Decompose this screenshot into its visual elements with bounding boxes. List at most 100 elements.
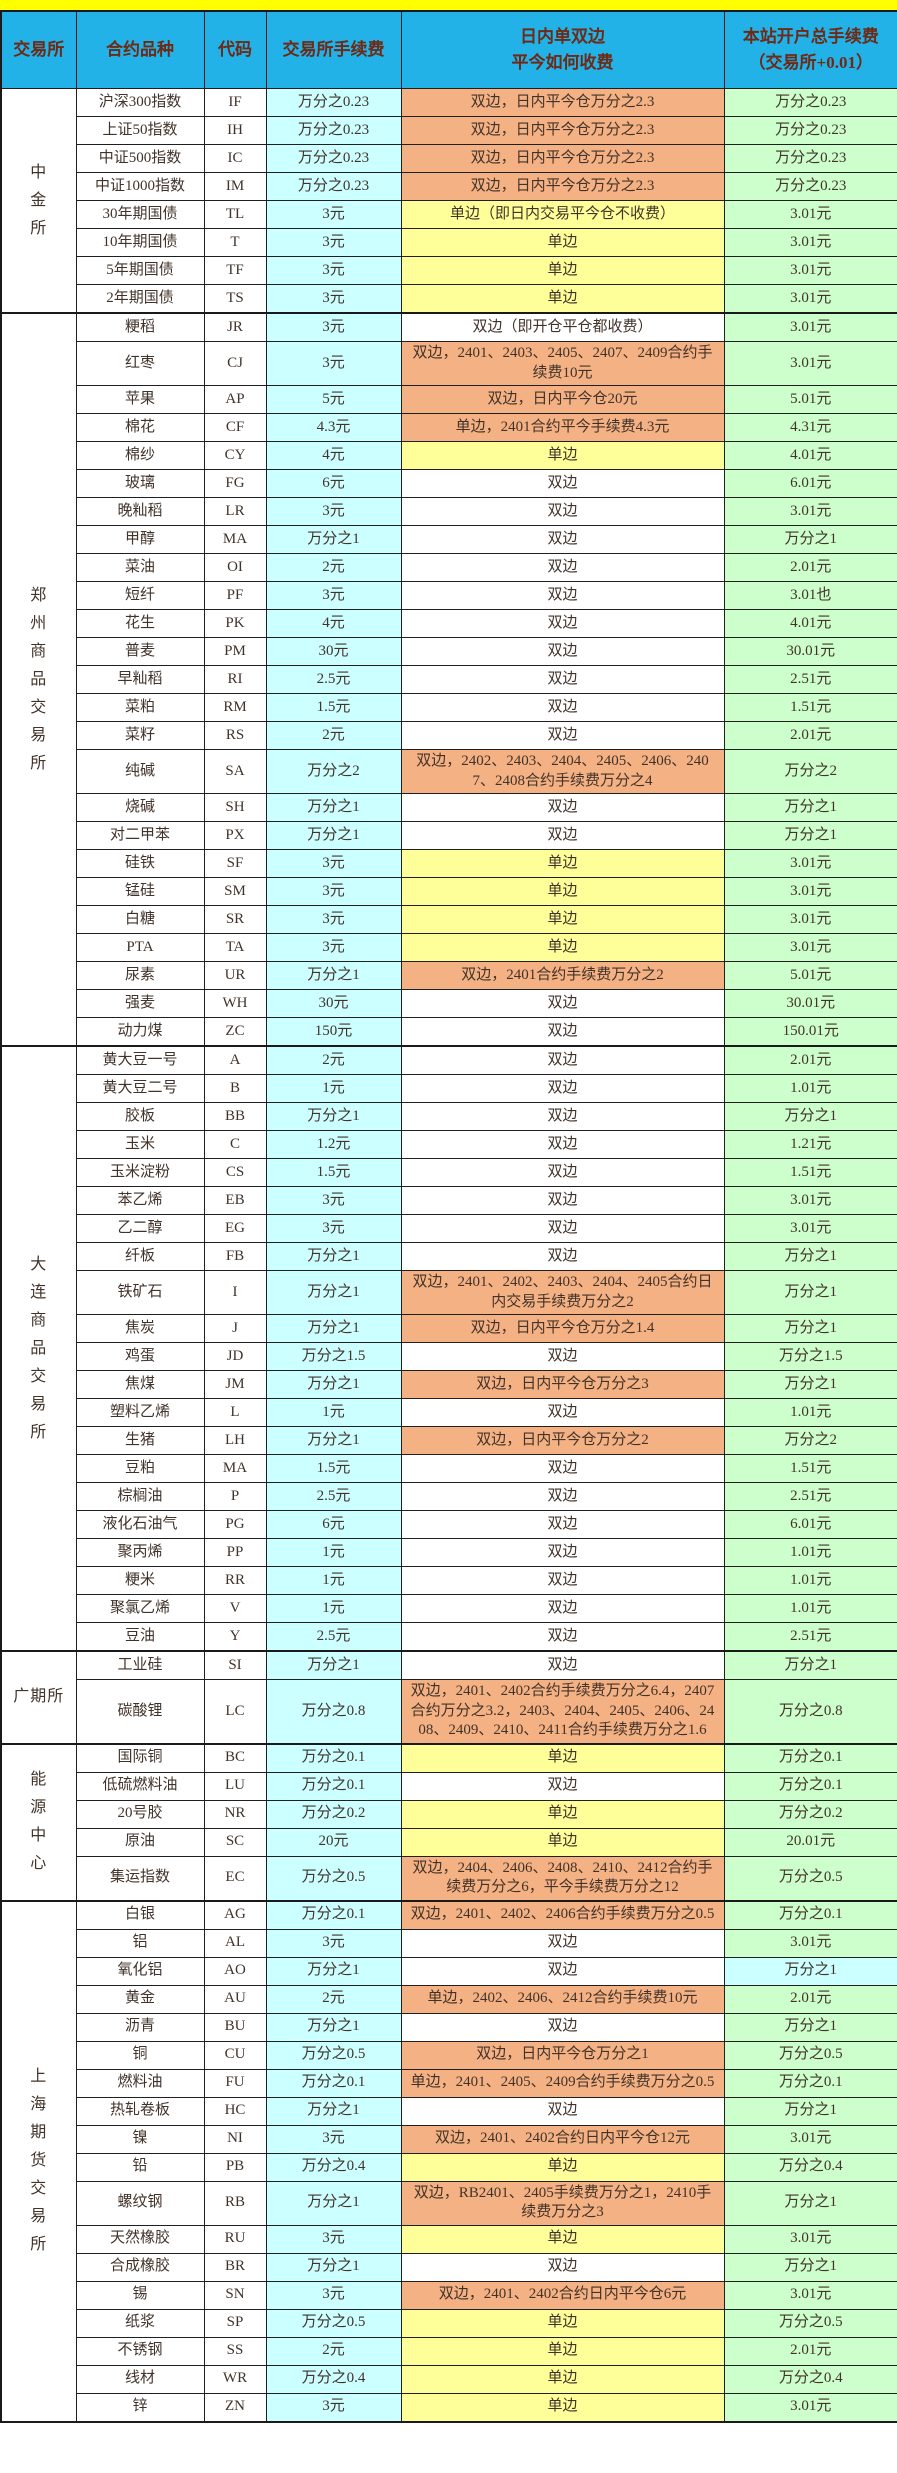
table-row: 能 源 中 心国际铜 BC 万分之0.1 单边 万分之0.1 bbox=[0, 1742, 897, 1901]
table-row: 锰硅 SM 3元 单边 3.01元 bbox=[1, 877, 897, 906]
total-cell: 2.51元 bbox=[723, 665, 897, 694]
total-cell: 4.01元 bbox=[723, 609, 897, 638]
note-cell: 单边 bbox=[400, 2308, 725, 2338]
note-cell: 单边 bbox=[400, 1742, 725, 1773]
total-cell: 万分之1 bbox=[723, 1102, 897, 1131]
table-row: 5年期国债 TF 3元 单边 3.01元 bbox=[1, 256, 897, 285]
note-cell: 双边 bbox=[400, 1214, 725, 1243]
note-cell: 双边，2401、2403、2405、2407、2409合约手续费10元 bbox=[400, 341, 725, 386]
note-cell: 单边 bbox=[400, 256, 725, 285]
code-cell: FG bbox=[203, 469, 267, 498]
table-row: 镍 NI 3元 双边，2401、2402合约日内平今仓12元 3.01元 bbox=[1, 2124, 897, 2154]
variety-cell: 铅 bbox=[75, 2152, 205, 2182]
exchange-name: 上 海 期 货 交 易 所 bbox=[0, 1899, 77, 2422]
variety-cell: 聚丙烯 bbox=[75, 1538, 205, 1567]
code-cell: NR bbox=[203, 1799, 267, 1829]
table-row: 纸浆 SP 万分之0.5 单边 万分之0.5 bbox=[1, 2308, 897, 2338]
code-cell: IM bbox=[203, 172, 267, 201]
code-cell: SN bbox=[203, 2280, 267, 2310]
note-cell: 双边 bbox=[400, 721, 725, 750]
variety-cell: 生猪 bbox=[75, 1426, 205, 1455]
table-row: 天然橡胶 RU 3元 单边 3.01元 bbox=[1, 2224, 897, 2254]
note-cell: 双边 bbox=[400, 989, 725, 1018]
header-exchange-fee: 交易所手续费 bbox=[265, 10, 402, 89]
table-row: 尿素 UR 万分之1 双边，2401合约手续费万分之2 5.01元 bbox=[1, 961, 897, 990]
table-row: 强麦 WH 30元 双边 30.01元 bbox=[1, 989, 897, 1018]
fee-cell: 3元 bbox=[265, 1928, 402, 1958]
variety-cell: 氧化铝 bbox=[75, 1956, 205, 1986]
table-row: 纤板 FB 万分之1 双边 万分之1 bbox=[1, 1242, 897, 1271]
note-cell: 双边 bbox=[400, 821, 725, 850]
note-cell: 双边 bbox=[400, 665, 725, 694]
variety-cell: 天然橡胶 bbox=[75, 2224, 205, 2254]
variety-cell: 螺纹钢 bbox=[75, 2180, 205, 2226]
note-cell: 单边，2401合约平今手续费4.3元 bbox=[400, 413, 725, 442]
variety-cell: 黄金 bbox=[75, 1984, 205, 2014]
code-cell: JD bbox=[203, 1342, 267, 1371]
note-cell: 双边，2401、2402合约日内平今仓6元 bbox=[400, 2280, 725, 2310]
total-cell: 2.01元 bbox=[723, 721, 897, 750]
fee-cell: 3元 bbox=[265, 341, 402, 386]
table-row: 棕榈油 P 2.5元 双边 2.51元 bbox=[1, 1482, 897, 1511]
code-cell: MA bbox=[203, 1454, 267, 1483]
total-cell: 万分之0.23 bbox=[723, 144, 897, 173]
total-cell: 1.01元 bbox=[723, 1538, 897, 1567]
table-row: 豆油 Y 2.5元 双边 2.51元 bbox=[1, 1622, 897, 1652]
variety-cell: 燃料油 bbox=[75, 2068, 205, 2098]
fee-cell: 万分之0.5 bbox=[265, 2308, 402, 2338]
code-cell: J bbox=[203, 1314, 267, 1343]
fee-cell: 万分之0.8 bbox=[265, 1679, 402, 1744]
fee-cell: 万分之1 bbox=[265, 1242, 402, 1271]
code-cell: AP bbox=[203, 385, 267, 414]
code-cell: SM bbox=[203, 877, 267, 906]
fee-cell: 3元 bbox=[265, 200, 402, 229]
table-row: 铝 AL 3元 双边 3.01元 bbox=[1, 1928, 897, 1958]
code-cell: JR bbox=[203, 312, 267, 342]
fee-cell: 2元 bbox=[265, 721, 402, 750]
fee-cell: 万分之2 bbox=[265, 749, 402, 794]
fee-cell: 3元 bbox=[265, 312, 402, 342]
variety-cell: 鸡蛋 bbox=[75, 1342, 205, 1371]
fee-cell: 万分之0.23 bbox=[265, 172, 402, 201]
fee-cell: 万分之1 bbox=[265, 2012, 402, 2042]
variety-cell: 棉纱 bbox=[75, 441, 205, 470]
table-row: 氧化铝 AO 万分之1 双边 万分之1 bbox=[1, 1956, 897, 1986]
variety-cell: 强麦 bbox=[75, 989, 205, 1018]
code-cell: CU bbox=[203, 2040, 267, 2070]
fee-cell: 万分之0.23 bbox=[265, 88, 402, 117]
fee-table-body: 中 金 所沪深300指数 IF 万分之0.23 双边，日内平今仓万分之2.3 万分之0.… bbox=[0, 88, 897, 2422]
note-cell: 单边 bbox=[400, 2392, 725, 2422]
note-cell: 双边 bbox=[400, 1017, 725, 1047]
note-cell: 双边，日内平今仓万分之1.4 bbox=[400, 1314, 725, 1343]
variety-cell: 玉米淀粉 bbox=[75, 1158, 205, 1187]
variety-cell: 中证1000指数 bbox=[75, 172, 205, 201]
variety-cell: 菜籽 bbox=[75, 721, 205, 750]
table-row: 豆粕 MA 1.5元 双边 1.51元 bbox=[1, 1454, 897, 1483]
variety-cell: 20号胶 bbox=[75, 1799, 205, 1829]
code-cell: CJ bbox=[203, 341, 267, 386]
variety-cell: 对二甲苯 bbox=[75, 821, 205, 850]
code-cell: B bbox=[203, 1074, 267, 1103]
total-cell: 3.01也 bbox=[723, 581, 897, 610]
code-cell: EC bbox=[203, 1855, 267, 1901]
code-cell: PP bbox=[203, 1538, 267, 1567]
code-cell: LR bbox=[203, 497, 267, 526]
fee-cell: 万分之1.5 bbox=[265, 1342, 402, 1371]
total-cell: 2.51元 bbox=[723, 1622, 897, 1652]
code-cell: BB bbox=[203, 1102, 267, 1131]
variety-cell: 棉花 bbox=[75, 413, 205, 442]
table-row: 10年期国债 T 3元 单边 3.01元 bbox=[1, 228, 897, 257]
code-cell: TA bbox=[203, 933, 267, 962]
code-cell: LU bbox=[203, 1771, 267, 1801]
fee-cell: 3元 bbox=[265, 933, 402, 962]
fee-cell: 1元 bbox=[265, 1074, 402, 1103]
total-cell: 1.51元 bbox=[723, 1454, 897, 1483]
code-cell: SP bbox=[203, 2308, 267, 2338]
note-cell: 单边，2401、2405、2409合约手续费万分之0.5 bbox=[400, 2068, 725, 2098]
total-cell: 20.01元 bbox=[723, 1827, 897, 1857]
table-row: 液化石油气 PG 6元 双边 6.01元 bbox=[1, 1510, 897, 1539]
table-row: 不锈钢 SS 2元 单边 2.01元 bbox=[1, 2336, 897, 2366]
note-cell: 双边，日内平今仓万分之2.3 bbox=[400, 172, 725, 201]
total-cell: 3.01元 bbox=[723, 2224, 897, 2254]
header-exchange: 交易所 bbox=[0, 10, 77, 89]
